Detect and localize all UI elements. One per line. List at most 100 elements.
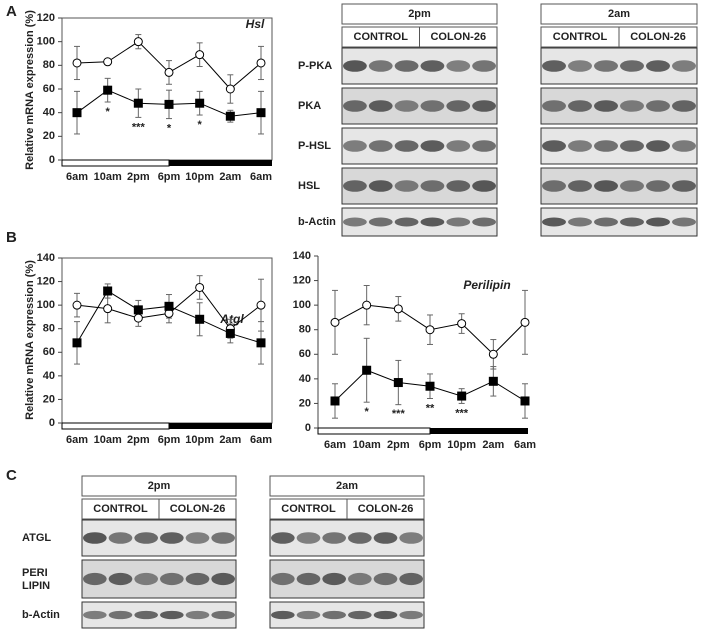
x-tick-label: 10pm <box>185 171 214 183</box>
panel-label: B <box>6 229 17 246</box>
blot-image <box>341 47 498 85</box>
y-tick-label: 80 <box>43 59 55 71</box>
blot-band <box>542 140 566 152</box>
blot-band <box>594 217 618 227</box>
blot-band <box>394 100 419 112</box>
x-tick-label: 6pm <box>158 434 181 446</box>
blot-image <box>81 519 237 557</box>
blot-band <box>134 572 158 586</box>
condition-label: CONTROL <box>281 503 336 515</box>
blot-band <box>399 610 423 620</box>
significance: * <box>365 406 370 418</box>
marker <box>195 98 205 108</box>
blot-band <box>672 180 696 192</box>
condition-label: CONTROL <box>553 31 608 43</box>
blot-band <box>83 610 107 620</box>
marker <box>330 396 340 406</box>
blot-band <box>568 100 592 112</box>
marker <box>488 349 498 359</box>
condition-label: COLON-26 <box>358 503 414 515</box>
y-tick-label: 60 <box>299 348 311 360</box>
significance: *** <box>132 121 146 133</box>
blot-band <box>271 610 295 620</box>
x-tick-label: 2am <box>219 434 241 446</box>
y-axis-label: Relative mRNA expression (%) <box>24 260 36 420</box>
blot-label: HSL <box>298 180 320 192</box>
blot-band <box>446 60 471 72</box>
blot-band <box>296 610 321 620</box>
y-axis-label: Relative mRNA expression (%) <box>24 10 36 170</box>
x-tick-label: 2pm <box>127 171 150 183</box>
x-tick-label: 2am <box>482 439 504 451</box>
blot-time: 2pm <box>408 8 431 20</box>
marker <box>256 300 266 310</box>
blot-band <box>211 610 235 620</box>
plot-frame <box>61 17 273 161</box>
x-tick-label: 6am <box>66 434 88 446</box>
marker <box>72 300 82 310</box>
marker <box>103 57 113 67</box>
y-tick-label: 0 <box>305 422 311 434</box>
blot-image <box>540 167 698 205</box>
blot-band <box>108 610 133 620</box>
x-tick-label: 10pm <box>185 434 214 446</box>
y-tick-label: 0 <box>49 417 55 429</box>
blot-band <box>568 140 592 152</box>
blot-image <box>269 519 425 557</box>
blot-band <box>343 60 367 72</box>
x-tick-label: 6am <box>250 171 272 183</box>
panel-label: C <box>6 467 17 484</box>
plot-frame <box>61 257 273 424</box>
blot-band <box>296 572 321 586</box>
dark-bar <box>169 160 272 166</box>
y-tick-label: 140 <box>293 250 311 262</box>
blot-band <box>368 100 393 112</box>
blot-band <box>420 217 445 227</box>
marker <box>72 58 82 68</box>
marker <box>457 391 467 401</box>
marker <box>393 304 403 314</box>
x-tick-label: 10am <box>94 171 122 183</box>
blot-band <box>134 532 158 544</box>
light-bar <box>61 159 170 167</box>
blot-image <box>540 47 698 85</box>
time-box <box>341 3 498 25</box>
blot-band <box>83 572 107 586</box>
blot-band <box>348 532 372 544</box>
x-tick-label: 6pm <box>158 171 181 183</box>
blot-band <box>568 60 592 72</box>
chart-title: Hsl <box>246 17 265 31</box>
blot-label: P-PKA <box>298 60 332 72</box>
marker <box>256 108 266 118</box>
blot-band <box>620 217 644 227</box>
x-tick-label: 6am <box>66 171 88 183</box>
blot-band <box>646 217 670 227</box>
blot-image <box>269 601 425 629</box>
blot-band <box>472 140 496 152</box>
blot-band <box>368 140 393 152</box>
y-tick-label: 120 <box>37 275 55 287</box>
blot-label-line: PERI <box>22 567 48 579</box>
y-tick-label: 100 <box>293 299 311 311</box>
x-tick-label: 6pm <box>419 439 442 451</box>
blot-band <box>394 140 419 152</box>
marker <box>362 300 372 310</box>
blot-band <box>446 180 471 192</box>
blot-image <box>81 559 237 599</box>
marker <box>72 338 82 348</box>
blot-image <box>269 559 425 599</box>
marker <box>520 317 530 327</box>
blot-band <box>343 100 367 112</box>
marker <box>133 313 143 323</box>
blot-band <box>646 180 670 192</box>
blot-band <box>620 60 644 72</box>
blot-band <box>271 572 295 586</box>
marker <box>256 338 266 348</box>
significance: *** <box>392 408 406 420</box>
x-tick-label: 6am <box>250 434 272 446</box>
marker <box>520 396 530 406</box>
blot-band <box>472 217 496 227</box>
blot-band <box>296 532 321 544</box>
significance: * <box>198 119 203 131</box>
